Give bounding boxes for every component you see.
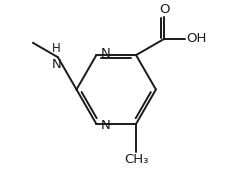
Text: CH₃: CH₃ xyxy=(123,153,148,166)
Text: OH: OH xyxy=(185,32,205,45)
Text: N: N xyxy=(100,47,110,60)
Text: O: O xyxy=(158,3,169,16)
Text: N: N xyxy=(100,119,110,132)
Text: N: N xyxy=(52,58,61,71)
Text: H: H xyxy=(52,42,61,55)
